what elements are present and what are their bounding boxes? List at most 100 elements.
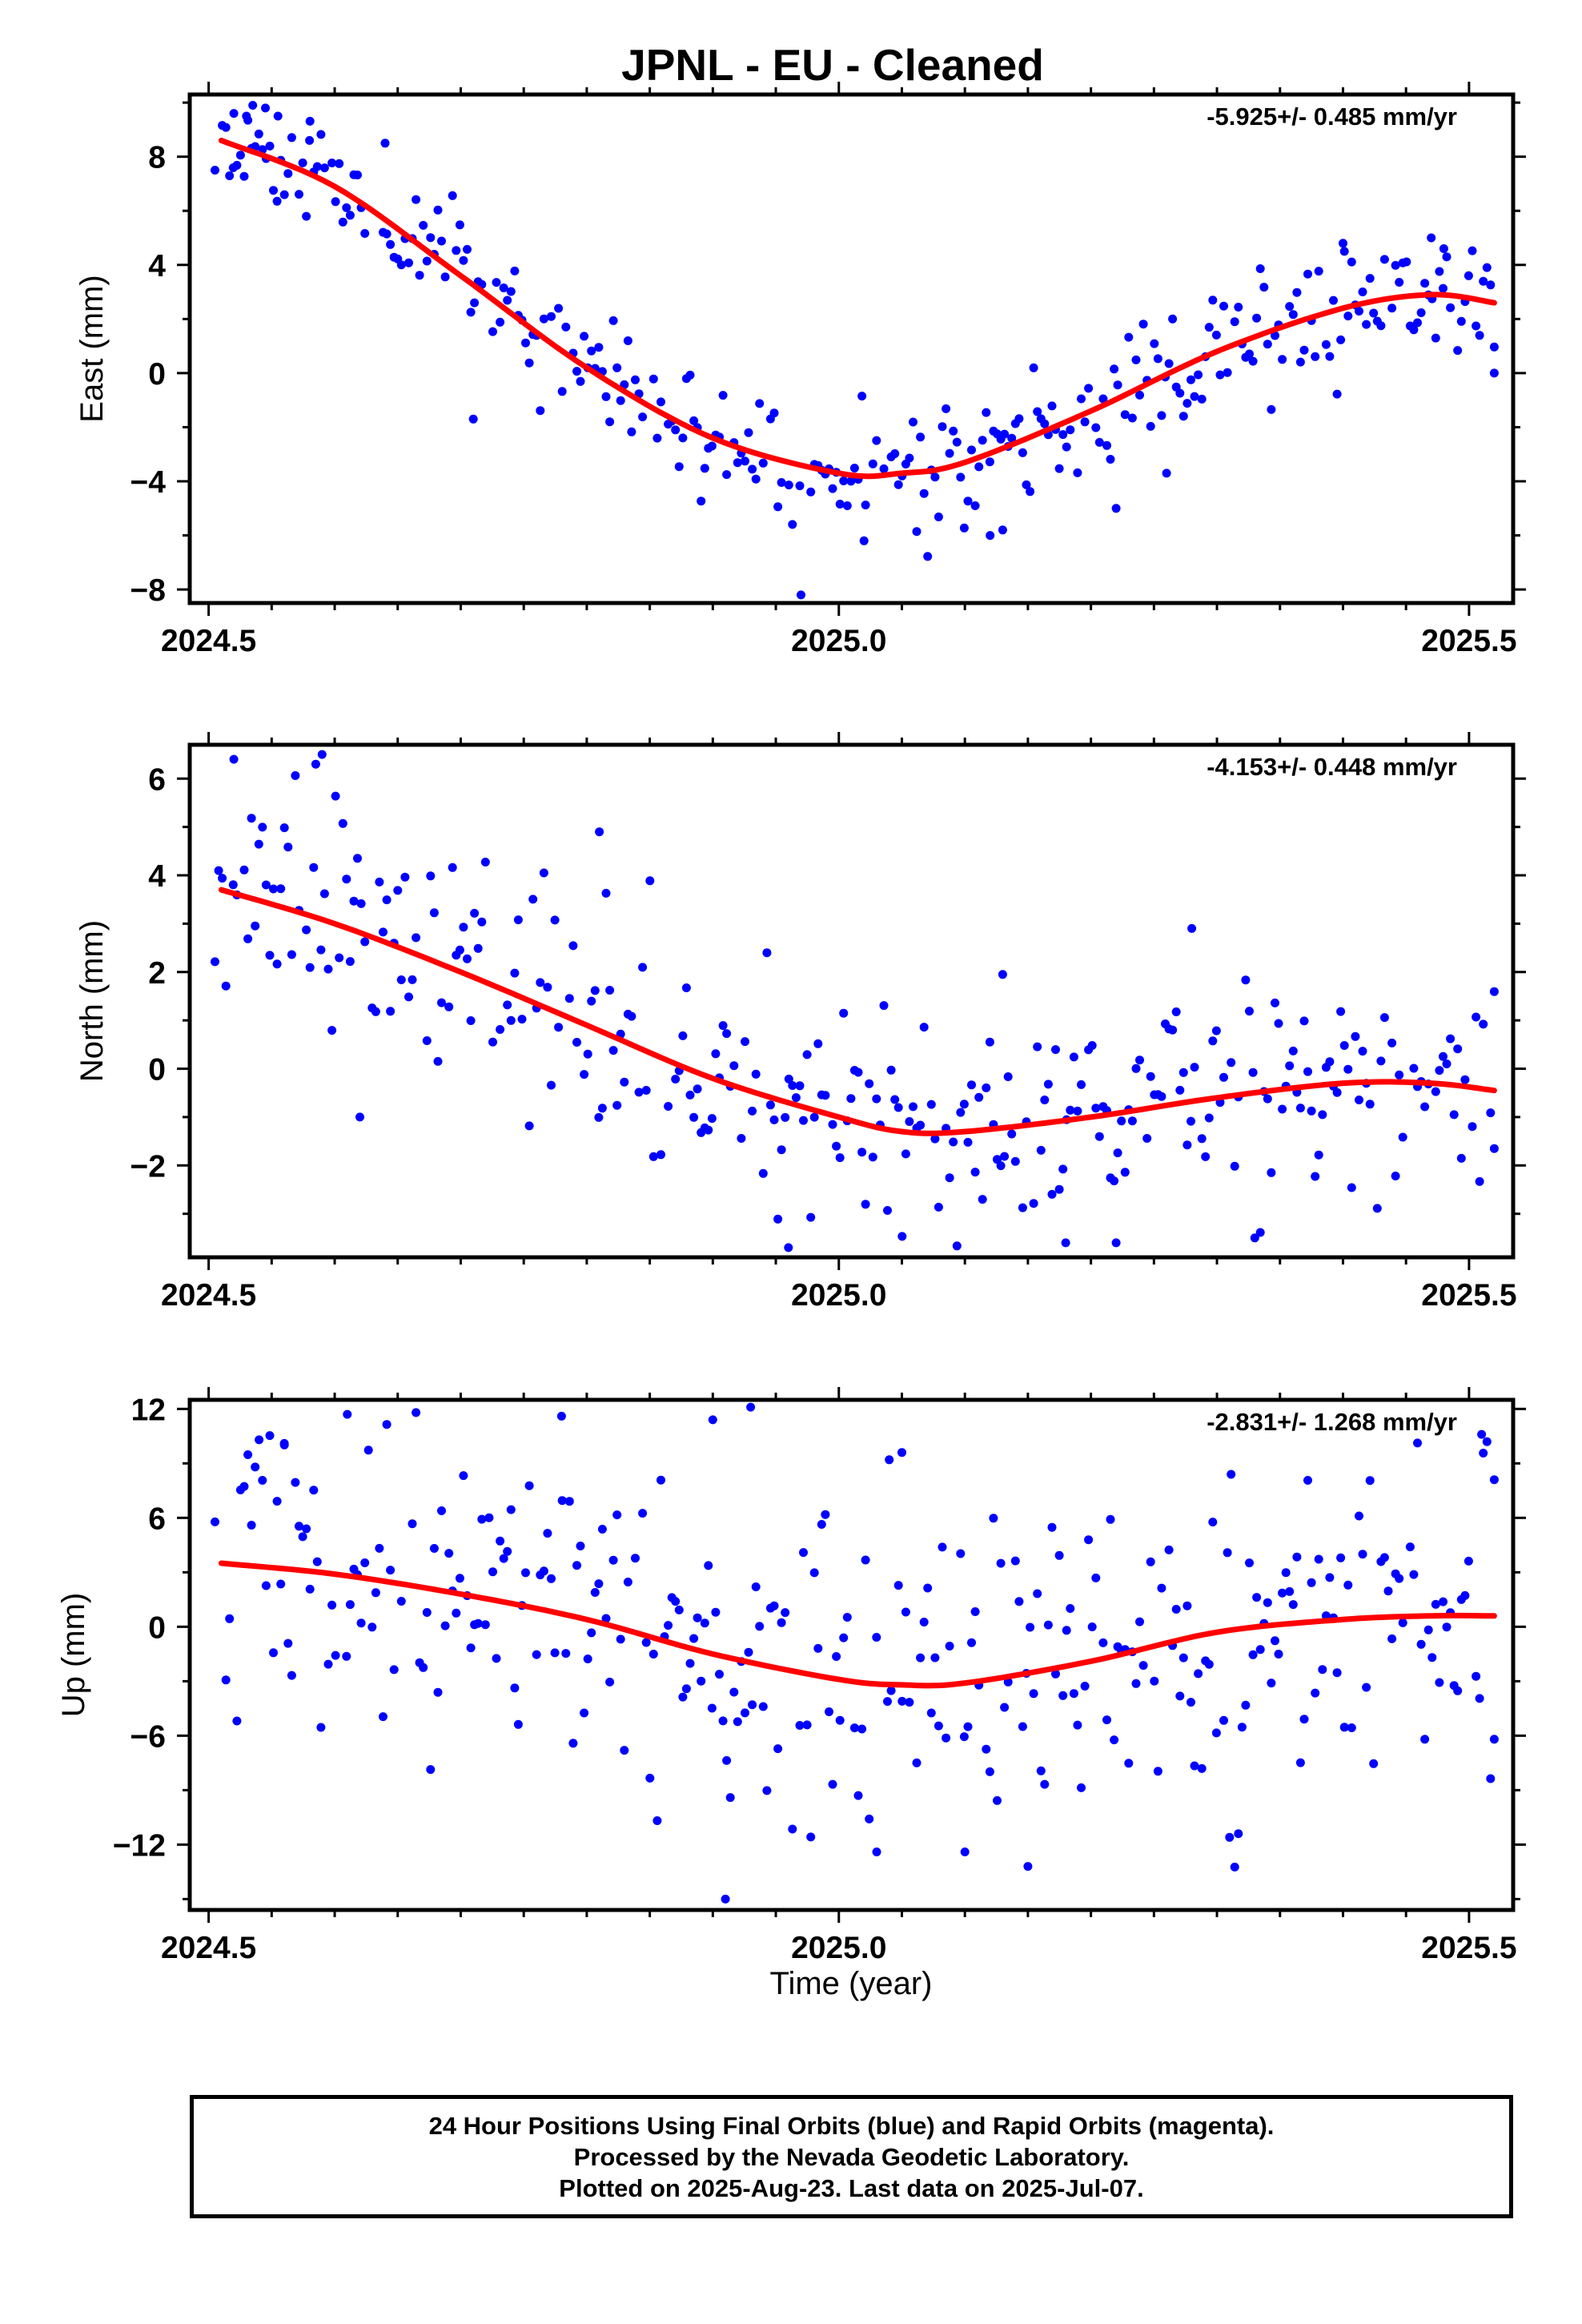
up-panel: 2024.5 2025.0 2025.5 −12 −6 0 6 12 Up (mm) -2.831…	[56, 1387, 1526, 1965]
north-point	[524, 1121, 534, 1131]
up-point	[1023, 1862, 1033, 1872]
up-point	[1171, 1605, 1181, 1614]
up-point	[828, 1779, 837, 1789]
up-point	[1135, 1617, 1144, 1626]
up-point	[641, 1638, 651, 1647]
east-point	[440, 272, 450, 282]
east-point	[1413, 318, 1422, 328]
north-point	[916, 1120, 926, 1130]
up-point	[849, 1723, 859, 1733]
east-point	[1162, 468, 1171, 478]
up-point	[261, 1581, 271, 1590]
up-point	[1439, 1597, 1447, 1606]
east-point	[1409, 325, 1419, 335]
east-point	[302, 211, 311, 221]
up-point	[1453, 1686, 1463, 1695]
up-point	[287, 1671, 296, 1680]
north-point	[1311, 1172, 1320, 1181]
east-point	[638, 412, 648, 422]
east-point	[211, 166, 219, 175]
north-point	[528, 895, 538, 904]
up-x-tick-label: 2025.0	[791, 1931, 886, 1965]
north-point	[547, 1080, 556, 1090]
north-point	[459, 923, 468, 932]
east-point	[1022, 480, 1031, 489]
up-point	[1010, 1556, 1020, 1566]
east-point	[506, 287, 516, 296]
north-point	[905, 1117, 914, 1126]
north-point	[470, 908, 480, 918]
up-point	[572, 1561, 581, 1570]
up-point	[729, 1687, 739, 1697]
north-point	[1204, 1113, 1214, 1123]
east-point	[1138, 320, 1148, 329]
east-point	[769, 408, 779, 418]
north-point	[777, 1145, 786, 1155]
east-point	[404, 258, 413, 267]
east-point	[1040, 419, 1050, 428]
up-point	[1146, 1557, 1155, 1566]
up-point	[583, 1655, 592, 1663]
east-point	[524, 358, 534, 368]
north-point	[1058, 1164, 1068, 1174]
north-point	[448, 862, 457, 872]
east-point	[1091, 423, 1101, 432]
north-point	[1255, 1228, 1265, 1237]
north-point	[1241, 975, 1251, 985]
east-x-tick-label: 2025.5	[1421, 624, 1516, 658]
chart-title: JPNL - EU - Cleaned	[621, 40, 1044, 90]
up-point	[360, 1558, 370, 1567]
east-point	[846, 476, 856, 486]
east-point	[1325, 352, 1335, 361]
up-point	[1223, 1548, 1232, 1558]
east-point	[934, 513, 943, 521]
east-point	[1113, 380, 1122, 390]
up-point	[419, 1663, 428, 1672]
east-data-points	[211, 101, 1499, 600]
up-point	[886, 1686, 896, 1695]
up-point	[1241, 1700, 1251, 1710]
north-point	[1178, 1068, 1188, 1077]
north-point	[1343, 1064, 1353, 1074]
east-point	[773, 502, 783, 512]
up-point	[1175, 1691, 1185, 1701]
up-point	[597, 1525, 607, 1534]
east-point	[1292, 287, 1302, 297]
east-point	[612, 363, 622, 372]
east-point	[437, 236, 446, 246]
north-point	[1288, 1046, 1298, 1055]
north-point	[356, 899, 366, 908]
north-point	[945, 1173, 954, 1183]
north-point	[1468, 1122, 1477, 1132]
up-point	[1365, 1476, 1375, 1486]
up-point	[1482, 1437, 1492, 1446]
north-point	[919, 1023, 929, 1032]
up-point	[1066, 1604, 1075, 1613]
up-point	[429, 1544, 439, 1553]
north-point	[463, 954, 472, 963]
east-point	[1362, 320, 1371, 329]
up-point	[1355, 1511, 1363, 1521]
up-point	[473, 1618, 483, 1628]
up-point	[1460, 1590, 1470, 1600]
east-point	[327, 159, 337, 167]
east-point	[261, 103, 270, 113]
up-point	[959, 1732, 969, 1742]
north-point	[1029, 1199, 1038, 1208]
east-point	[496, 317, 505, 327]
north-point	[970, 1168, 980, 1177]
north-point	[1127, 1116, 1137, 1126]
east-point	[225, 171, 235, 180]
north-point	[1197, 1134, 1207, 1144]
up-point	[422, 1608, 432, 1617]
north-point	[1230, 1161, 1239, 1171]
north-point	[239, 865, 249, 875]
up-point	[327, 1600, 337, 1610]
east-point	[338, 217, 347, 227]
east-point	[1267, 404, 1276, 414]
east-point	[1190, 392, 1199, 401]
up-point	[1058, 1691, 1068, 1700]
east-point	[448, 191, 457, 200]
up-point	[1486, 1774, 1496, 1783]
east-point	[580, 332, 589, 341]
